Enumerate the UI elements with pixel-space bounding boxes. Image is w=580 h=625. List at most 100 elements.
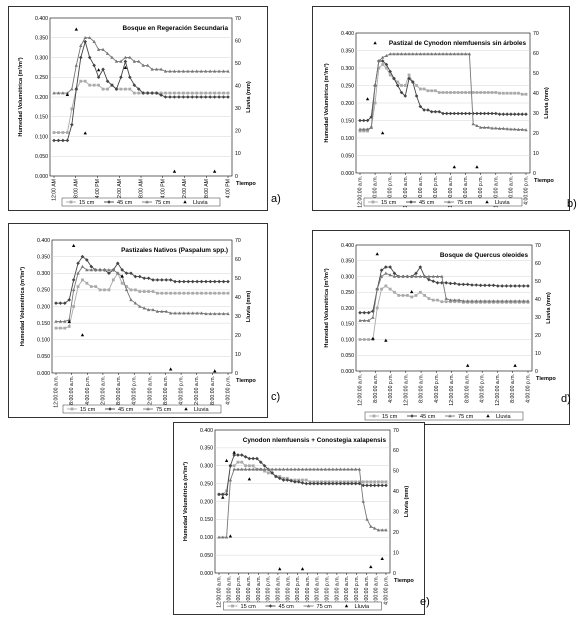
- rain-point: [96, 68, 101, 72]
- data-point: [97, 83, 101, 87]
- data-point: [61, 91, 65, 95]
- data-point: [301, 478, 304, 482]
- data-point: [407, 52, 411, 56]
- data-point: [401, 294, 405, 297]
- x-tick-label: 8:00:00 a.m.: [256, 576, 262, 605]
- data-point: [199, 279, 204, 284]
- data-point: [199, 91, 203, 95]
- data-point: [128, 55, 132, 59]
- data-point: [195, 311, 199, 315]
- data-point: [467, 111, 472, 116]
- data-point: [475, 123, 479, 128]
- data-point: [437, 52, 441, 56]
- data-point: [457, 300, 461, 304]
- data-point: [191, 291, 195, 295]
- data-point: [72, 305, 76, 308]
- data-point: [392, 274, 397, 278]
- data-point: [52, 91, 56, 95]
- data-point: [384, 483, 388, 488]
- rain-point: [213, 369, 217, 373]
- y-tick-label-right: 30: [533, 111, 539, 117]
- x-tick-label: 12:00:00 a.m.: [147, 376, 153, 408]
- rain-point: [365, 97, 370, 101]
- series-line: [54, 37, 228, 94]
- data-point: [445, 52, 449, 56]
- y-tick-label-left: 0.100: [200, 535, 213, 541]
- data-point: [444, 296, 448, 300]
- x-tick-label: 4:00:00 p.m.: [433, 176, 439, 205]
- data-point: [151, 290, 155, 293]
- data-point: [366, 129, 369, 133]
- y-tick-label-left: 0.150: [200, 517, 213, 523]
- data-point: [67, 325, 71, 328]
- data-point: [154, 91, 159, 95]
- data-point: [430, 89, 434, 93]
- data-point: [83, 79, 87, 83]
- data-point: [384, 53, 389, 58]
- y-tick-label-left: 0.150: [37, 321, 50, 327]
- rain-point: [228, 534, 233, 538]
- data-point: [498, 91, 501, 95]
- data-point: [123, 55, 128, 59]
- y-tick-label-right: 50: [535, 279, 541, 285]
- data-point: [308, 467, 312, 471]
- rain-point: [369, 565, 373, 569]
- series-line: [54, 80, 228, 134]
- data-point: [221, 95, 226, 99]
- data-point: [513, 91, 517, 95]
- data-point: [204, 312, 208, 316]
- legend-swatch-marker: [184, 407, 188, 411]
- legend-swatch-marker: [145, 200, 149, 204]
- data-point: [243, 467, 248, 471]
- data-point: [524, 92, 528, 96]
- data-point: [496, 299, 500, 303]
- data-point: [357, 481, 362, 486]
- data-point: [482, 125, 487, 129]
- data-point: [61, 131, 65, 134]
- x-axis-label: Tiempo: [236, 378, 256, 384]
- data-point: [168, 91, 172, 95]
- data-point: [212, 95, 217, 99]
- data-point: [452, 52, 457, 56]
- data-point: [334, 481, 339, 486]
- data-point: [346, 481, 350, 486]
- data-point: [418, 274, 423, 278]
- legend-label: Lluvia: [193, 200, 209, 206]
- y-tick-label-right: 40: [393, 489, 399, 495]
- data-point: [490, 111, 494, 116]
- legend-box: [364, 411, 524, 421]
- rain-point: [224, 458, 229, 462]
- data-point: [88, 83, 92, 87]
- data-point: [285, 467, 290, 471]
- data-point: [89, 264, 94, 269]
- data-point: [319, 467, 324, 471]
- data-point: [475, 91, 479, 94]
- data-point: [226, 69, 230, 73]
- data-point: [65, 91, 70, 95]
- data-point: [156, 291, 159, 295]
- y-tick-label-right: 10: [393, 550, 399, 556]
- data-point: [137, 59, 141, 63]
- series-line: [360, 266, 528, 314]
- x-tick-label: 12:00:00 a.m.: [358, 176, 364, 208]
- data-point: [181, 91, 185, 95]
- x-tick-label: 4:00:00 p.m.: [236, 576, 242, 605]
- data-point: [164, 309, 168, 313]
- data-point: [217, 95, 221, 99]
- data-point: [111, 268, 116, 272]
- data-point: [173, 291, 177, 295]
- data-point: [457, 282, 461, 287]
- data-point: [405, 274, 410, 278]
- data-point: [494, 91, 498, 94]
- data-point: [222, 91, 225, 95]
- y-tick-label-left: 0.250: [37, 288, 50, 294]
- data-point: [323, 467, 327, 471]
- data-point: [373, 480, 377, 484]
- data-point: [195, 291, 199, 295]
- y-tick-label-left: 0.350: [341, 259, 354, 265]
- data-point: [132, 59, 137, 63]
- series-75-cm: [54, 264, 230, 323]
- data-point: [461, 282, 466, 287]
- y-tick-label-right: 60: [533, 51, 539, 57]
- data-point: [92, 63, 96, 68]
